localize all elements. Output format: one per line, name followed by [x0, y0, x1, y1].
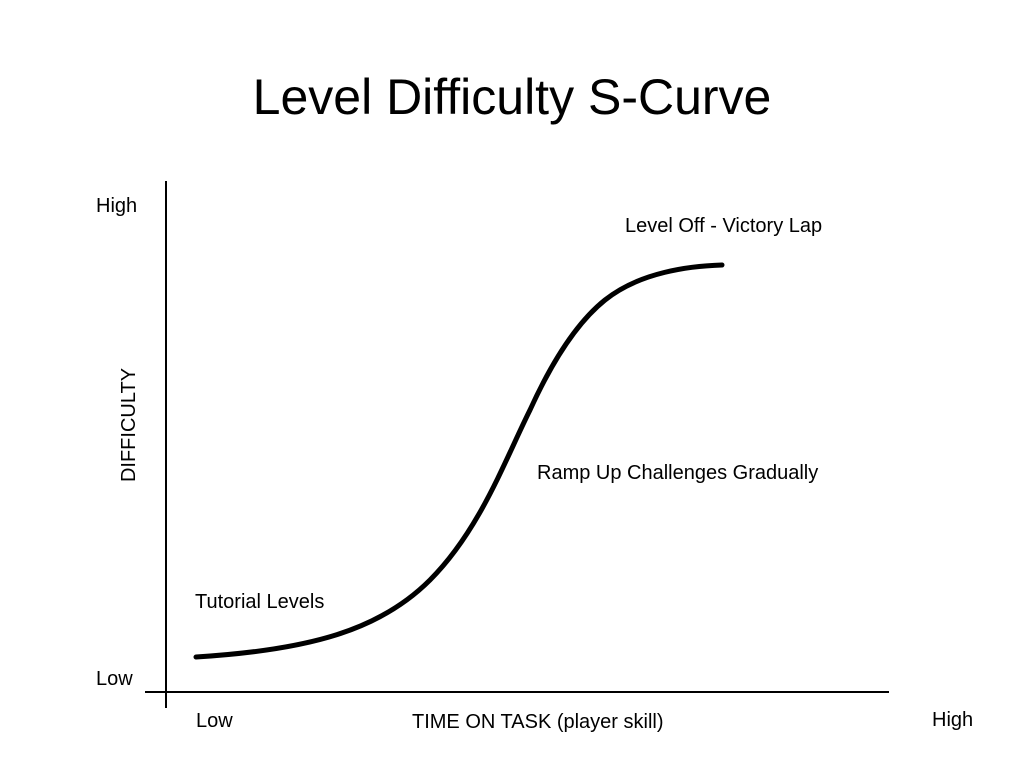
x-axis-low-label: Low [196, 710, 233, 732]
y-axis-title: DIFFICULTY [118, 367, 140, 483]
annotation-level-off: Level Off - Victory Lap [625, 215, 823, 237]
y-axis-high-label: High [96, 195, 138, 217]
slide-title: Level Difficulty S-Curve [252, 69, 772, 125]
annotation-tutorial-levels: Tutorial Levels [195, 591, 325, 613]
x-axis-high-label: High [932, 709, 974, 731]
difficulty-s-curve [193, 262, 725, 660]
x-axis-title: TIME ON TASK (player skill) [412, 711, 664, 733]
annotation-ramp-up: Ramp Up Challenges Gradually [537, 462, 819, 484]
y-axis-low-label: Low [96, 668, 133, 690]
